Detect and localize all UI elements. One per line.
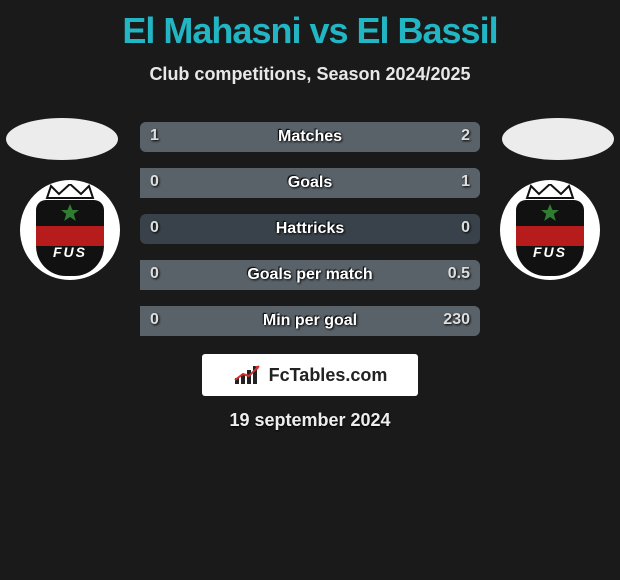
crown-icon — [525, 184, 575, 200]
stat-value-left: 0 — [150, 311, 159, 329]
stat-label: Matches — [278, 128, 342, 146]
player-photo-left — [6, 118, 118, 160]
brand-badge: FcTables.com — [202, 354, 418, 396]
stat-label: Goals per match — [247, 266, 372, 284]
date-label: 19 september 2024 — [0, 410, 620, 431]
shield-icon: FUS — [516, 200, 584, 272]
stats-panel: 1 2 Matches 0 1 Goals 0 0 Hattricks 0 0.5 Goals per… — [140, 122, 480, 352]
stat-value-right: 0.5 — [448, 265, 470, 283]
stat-row: 0 230 Min per goal — [140, 306, 480, 336]
stat-row: 1 2 Matches — [140, 122, 480, 152]
crest-bot-text: FUS — [53, 244, 87, 260]
stat-value-right: 1 — [461, 173, 470, 191]
bar-chart-icon — [233, 364, 263, 386]
crest-bot-text: FUS — [533, 244, 567, 260]
stat-value-left: 0 — [150, 173, 159, 191]
stat-label: Min per goal — [263, 312, 357, 330]
stat-row: 0 0.5 Goals per match — [140, 260, 480, 290]
stat-value-right: 0 — [461, 219, 470, 237]
brand-text: FcTables.com — [269, 365, 388, 386]
club-crest-left: FUS — [20, 180, 120, 280]
stat-row: 0 1 Goals — [140, 168, 480, 198]
crown-icon — [45, 184, 95, 200]
subtitle: Club competitions, Season 2024/2025 — [0, 64, 620, 85]
stat-value-left: 1 — [150, 127, 159, 145]
shield-icon: FUS — [36, 200, 104, 272]
stat-value-right: 2 — [461, 127, 470, 145]
player-photo-right — [502, 118, 614, 160]
club-crest-right: FUS — [500, 180, 600, 280]
stat-label: Hattricks — [276, 220, 344, 238]
stat-value-left: 0 — [150, 265, 159, 283]
stat-value-right: 230 — [443, 311, 470, 329]
stat-value-left: 0 — [150, 219, 159, 237]
stat-row: 0 0 Hattricks — [140, 214, 480, 244]
stat-label: Goals — [288, 174, 332, 192]
page-title: El Mahasni vs El Bassil — [0, 0, 620, 52]
